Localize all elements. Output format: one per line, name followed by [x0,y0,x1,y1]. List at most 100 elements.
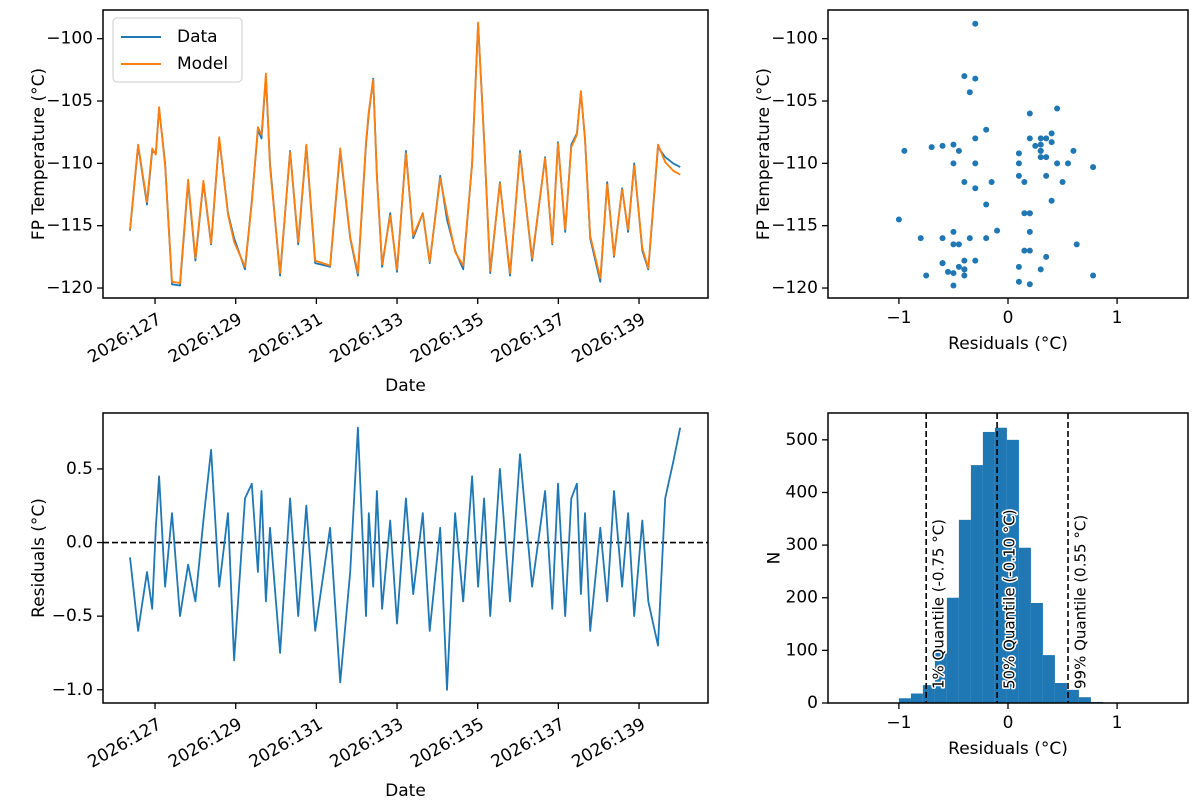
scatter-point [1015,263,1022,270]
scatter-point [1015,160,1022,167]
histogram-bar [994,427,1007,703]
scatter-point [955,147,962,154]
scatter-point [972,75,979,82]
scatter-point [1037,141,1044,148]
scatter-point [1021,247,1028,254]
scatter-point [972,160,979,167]
scatter-point [966,89,973,96]
x-tick-label: 2026:129 [165,309,246,367]
histogram-bar [1066,689,1079,703]
scatter-point [966,235,973,242]
x-axis-label: Date [385,376,426,396]
scatter-point [939,142,946,149]
scatter-point [961,179,968,186]
scatter-point [1090,164,1097,171]
scatter-point [950,282,957,289]
scatter-point [1026,281,1033,288]
scatter-point [955,263,962,270]
scatter-point [1026,135,1033,142]
x-tick-label: 1 [1112,308,1123,328]
histogram-bar [1042,655,1055,703]
scatter-point [1073,241,1080,248]
y-tick-label: −115 [46,216,93,236]
scatter-point [988,179,995,186]
x-axis-label: Residuals (°C) [948,334,1068,354]
scatter-point [895,216,902,223]
histogram-bar [958,519,971,703]
y-tick-label: 300 [786,535,818,555]
scatter-point [1015,278,1022,285]
scatter-point [1054,160,1061,167]
scatter-point [950,241,957,248]
scatter-point [1054,105,1061,112]
scatter-point [972,185,979,192]
scatter-point [972,135,979,142]
histogram-bar [1078,697,1091,703]
y-tick-label: −1.0 [52,680,93,700]
scatter-point [1026,210,1033,217]
scatter-point [1037,154,1044,161]
histogram-bar [898,698,911,703]
line-series [129,21,681,284]
scatter-point [1048,197,1055,204]
scatter-point [983,201,990,208]
legend-label: Model [177,54,228,74]
legend-label: Data [177,27,218,47]
y-axis-label: N [765,552,785,565]
scatter-point [950,160,957,167]
x-tick-label: 1 [1112,713,1123,733]
x-tick-label: 2026:131 [246,714,327,772]
x-tick-label: −1 [886,308,911,328]
legend-box [112,17,243,83]
scatter-point [939,260,946,267]
y-tick-label: −110 [46,153,93,173]
histogram-bar [1006,439,1019,703]
x-tick-label: −1 [886,713,911,733]
histogram-bar [1018,547,1031,703]
histogram-bar [922,685,935,703]
y-tick-label: −115 [771,216,818,236]
x-tick-label: 2026:133 [326,309,407,367]
x-tick-label: 2026:135 [407,714,488,772]
scatter-point [901,147,908,154]
y-tick-label: 100 [786,640,818,660]
x-tick-label: 2026:133 [326,714,407,772]
y-axis-label: FP Temperature (°C) [754,68,774,240]
scatter-point [950,228,957,235]
line-series [129,426,682,691]
scatter-point [972,257,979,264]
scatter-point [983,235,990,242]
scatter-point [1043,154,1050,161]
scatter-point [972,20,979,27]
scatter-point [961,73,968,80]
scatter-point [1065,160,1071,167]
y-tick-label: 0 [807,693,818,713]
scatter-point [928,144,935,151]
scatter-point [1043,172,1050,179]
axes-frame [102,9,709,299]
scatter-point [1037,147,1044,154]
quantile-label: 1% Quantile (-0.75 °C) [930,519,948,689]
scatter-point [950,141,957,148]
scatter-point [961,266,968,273]
x-tick-label: 2026:135 [407,309,488,367]
scatter-point [945,268,951,275]
y-tick-label: −0.5 [52,606,93,626]
histogram-bar [970,465,983,703]
subplot: 1% Quantile (-0.75 °C) 50% Quantile (-0.1… [765,412,1189,759]
y-axis-label: FP Temperature (°C) [29,68,49,240]
quantile-label: 50% Quantile (-0.10 °C) [1001,509,1019,689]
x-tick-label: 2026:131 [246,309,327,367]
scatter-point [1026,247,1033,254]
x-tick-label: 0 [1003,308,1014,328]
y-tick-label: −100 [46,29,93,49]
scatter-point [1015,150,1022,157]
subplot: 2026:127 2026:129 2026:131 2026:133 2026:135… [29,9,709,396]
scatter-point [917,235,924,242]
scatter-point [1090,272,1097,279]
x-tick-label: 2026:139 [568,714,649,772]
scatter-point [955,241,962,248]
scatter-point [1026,110,1033,117]
scatter-point [939,235,946,242]
y-tick-label: 0.5 [66,459,93,479]
